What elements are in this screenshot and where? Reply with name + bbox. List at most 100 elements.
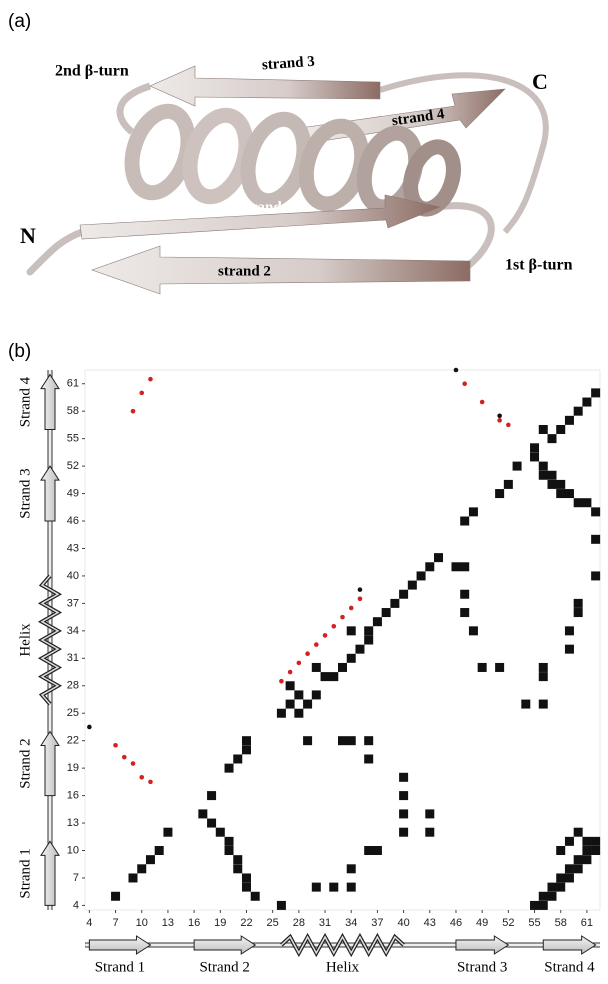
contact bbox=[538, 699, 548, 709]
contact-dot bbox=[357, 596, 363, 602]
contact bbox=[355, 644, 365, 654]
contact-dot bbox=[130, 408, 136, 414]
contact bbox=[547, 434, 557, 444]
structure-label: Strand 2 bbox=[199, 959, 249, 975]
contact bbox=[591, 571, 601, 581]
contact bbox=[399, 772, 409, 782]
contact bbox=[285, 681, 295, 691]
annotation: 1st β-turn bbox=[505, 257, 573, 274]
strand-arrow bbox=[88, 935, 152, 955]
contact bbox=[346, 653, 356, 663]
contact bbox=[538, 461, 548, 471]
contact bbox=[573, 827, 583, 837]
contact-dot bbox=[148, 779, 153, 785]
contact bbox=[573, 406, 583, 416]
contact bbox=[399, 791, 409, 801]
y-tick-label: 19 bbox=[67, 762, 79, 774]
contact bbox=[556, 882, 566, 892]
x-tick-label: 28 bbox=[293, 917, 305, 929]
loop bbox=[116, 82, 152, 135]
contact bbox=[294, 708, 304, 718]
strand-arrow bbox=[79, 194, 442, 240]
contact bbox=[233, 855, 243, 865]
x-tick-label: 19 bbox=[214, 917, 226, 929]
contact bbox=[207, 818, 217, 828]
contact bbox=[311, 882, 321, 892]
contact-dot bbox=[479, 399, 485, 405]
helix-zigzag bbox=[280, 935, 405, 955]
contact bbox=[591, 836, 601, 846]
y-tick-label: 52 bbox=[67, 460, 79, 472]
contact-dot bbox=[348, 605, 354, 611]
contact bbox=[198, 809, 208, 819]
helix-zigzag bbox=[40, 575, 60, 705]
structure-label: Strand 1 bbox=[17, 848, 33, 898]
contact bbox=[556, 873, 566, 883]
contact bbox=[425, 809, 435, 819]
x-tick-label: 13 bbox=[162, 917, 174, 929]
contact bbox=[564, 873, 574, 883]
contact bbox=[338, 662, 347, 672]
contact bbox=[538, 424, 548, 434]
contact bbox=[241, 745, 251, 755]
contact bbox=[311, 662, 321, 672]
contact-dot bbox=[113, 742, 118, 748]
contact bbox=[556, 846, 566, 856]
x-tick-label: 25 bbox=[267, 917, 279, 929]
contact-dot bbox=[305, 651, 310, 657]
contact bbox=[372, 846, 382, 856]
strand-arrow bbox=[40, 730, 60, 797]
contact bbox=[346, 882, 356, 892]
y-tick-label: 25 bbox=[67, 707, 79, 719]
x-tick-label: 34 bbox=[345, 917, 357, 929]
contact bbox=[573, 864, 583, 874]
contact-dot bbox=[296, 660, 302, 666]
contact bbox=[495, 662, 505, 672]
contact bbox=[538, 470, 548, 480]
structure-label: Strand 3 bbox=[17, 468, 33, 518]
strand-arrow bbox=[542, 935, 597, 955]
y-tick-label: 43 bbox=[67, 542, 79, 554]
contact-dot bbox=[331, 623, 337, 629]
y-tick-label: 55 bbox=[67, 433, 79, 445]
annotation: strand 4 bbox=[391, 106, 446, 129]
strand-arrow bbox=[149, 65, 381, 107]
contact bbox=[364, 626, 374, 636]
contact bbox=[503, 479, 513, 489]
contact bbox=[530, 443, 540, 453]
strand-arrow bbox=[40, 465, 60, 522]
contact bbox=[547, 882, 557, 892]
contact bbox=[573, 608, 583, 618]
contact bbox=[241, 736, 251, 746]
strand-arrow bbox=[40, 373, 60, 430]
contact bbox=[399, 809, 409, 819]
contact bbox=[573, 498, 583, 508]
contact bbox=[477, 662, 487, 672]
annotation: 2nd β-turn bbox=[55, 63, 129, 80]
loop bbox=[437, 202, 495, 269]
contact bbox=[564, 415, 574, 425]
contact bbox=[207, 791, 217, 801]
contact bbox=[538, 672, 548, 682]
structure-label: Strand 3 bbox=[457, 959, 507, 975]
x-tick-label: 10 bbox=[136, 917, 148, 929]
contact bbox=[364, 846, 374, 856]
contact bbox=[320, 672, 330, 682]
contact-dot bbox=[139, 390, 145, 396]
contact bbox=[303, 736, 313, 746]
contact bbox=[215, 827, 225, 837]
y-tick-label: 40 bbox=[67, 570, 79, 582]
contact bbox=[276, 708, 286, 718]
strand-arrow bbox=[455, 935, 510, 955]
contact bbox=[582, 846, 592, 856]
structure-label: Strand 1 bbox=[95, 959, 145, 975]
contact bbox=[303, 699, 313, 709]
y-tick-label: 37 bbox=[67, 597, 79, 609]
contact-dot bbox=[148, 376, 153, 382]
strand-arrow bbox=[40, 840, 60, 906]
contact bbox=[381, 608, 391, 618]
contact bbox=[145, 855, 155, 865]
contact bbox=[521, 699, 531, 709]
contact bbox=[591, 507, 601, 517]
